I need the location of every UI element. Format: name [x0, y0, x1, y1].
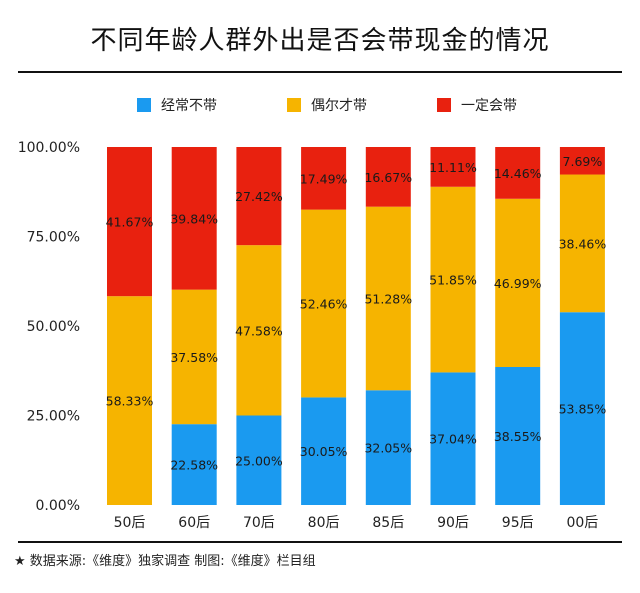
x-tick-label: 80后 [308, 515, 340, 531]
data-label: 58.33% [106, 394, 154, 409]
bar-segment [301, 397, 347, 505]
data-label: 17.49% [300, 171, 348, 186]
x-tick-label: 00后 [566, 515, 598, 531]
data-label: 25.00% [235, 453, 283, 468]
bar-segment [236, 245, 282, 416]
x-tick-label: 50后 [114, 515, 146, 531]
x-tick-label: 95后 [502, 515, 534, 531]
data-label: 41.67% [106, 215, 154, 230]
legend-swatch-2 [437, 98, 451, 112]
data-label: 14.46% [494, 166, 542, 181]
data-label: 37.04% [429, 432, 477, 447]
data-label: 32.05% [364, 441, 412, 456]
data-label: 22.58% [170, 458, 218, 473]
bar-segment [171, 289, 217, 425]
data-label: 37.58% [170, 350, 218, 365]
bar-segment [236, 147, 282, 246]
data-label: 7.69% [563, 154, 603, 169]
x-tick-label: 90后 [437, 515, 469, 531]
data-label: 47.58% [235, 323, 283, 338]
bar-segment [365, 390, 411, 505]
data-label: 39.84% [170, 211, 218, 226]
chart-title: 不同年龄人群外出是否会带现金的情况 [90, 26, 550, 56]
y-tick-label: 100.00% [18, 140, 80, 156]
bar-segment [107, 296, 152, 505]
data-label: 51.85% [429, 273, 477, 288]
data-label: 16.67% [364, 170, 412, 185]
bar-segment [430, 372, 476, 505]
bar-segment [495, 366, 541, 505]
bar-segment [301, 209, 347, 398]
bar-segment [365, 206, 411, 391]
legend-item-2: 一定会带 [437, 95, 517, 115]
legend-swatch-1 [287, 98, 301, 112]
x-tick-label: 70后 [243, 515, 275, 531]
legend-label-0: 经常不带 [161, 98, 217, 114]
bar-segment [171, 424, 217, 505]
bar-segment [559, 174, 605, 313]
data-label: 53.85% [559, 402, 607, 417]
data-label: 38.55% [494, 429, 542, 444]
bar-segment [365, 147, 411, 207]
legend-item-0: 经常不带 [137, 95, 217, 115]
bar-segment [430, 186, 476, 373]
bar-segment [559, 312, 605, 505]
data-label: 30.05% [300, 444, 348, 459]
title-divider [18, 71, 622, 73]
bar-segment [430, 147, 476, 187]
data-label: 46.99% [494, 276, 542, 291]
footer-note: ★ 数据来源:《维度》独家调查 制图:《维度》栏目组 [14, 554, 316, 569]
bar-segment [495, 198, 541, 367]
x-tick-label: 85后 [372, 515, 404, 531]
bar-segment [107, 147, 152, 297]
data-label: 27.42% [235, 189, 283, 204]
legend-label-1: 偶尔才带 [311, 98, 367, 114]
y-tick-label: 25.00% [27, 409, 80, 425]
bar-segment [301, 147, 347, 210]
bar-segment [495, 147, 541, 199]
bar-segment [171, 147, 217, 290]
data-label: 11.11% [429, 160, 477, 175]
bar-segment [236, 415, 282, 505]
data-label: 51.28% [364, 291, 412, 306]
legend-item-1: 偶尔才带 [287, 95, 367, 115]
legend-label-2: 一定会带 [461, 98, 517, 114]
y-tick-label: 50.00% [27, 319, 80, 335]
bar-segment [559, 147, 605, 175]
y-tick-label: 75.00% [27, 230, 80, 246]
x-tick-label: 60后 [178, 515, 210, 531]
footer-divider [18, 541, 622, 543]
data-label: 52.46% [300, 297, 348, 312]
y-tick-label: 0.00% [36, 498, 80, 514]
data-label: 38.46% [559, 236, 607, 251]
legend-swatch-0 [137, 98, 151, 112]
